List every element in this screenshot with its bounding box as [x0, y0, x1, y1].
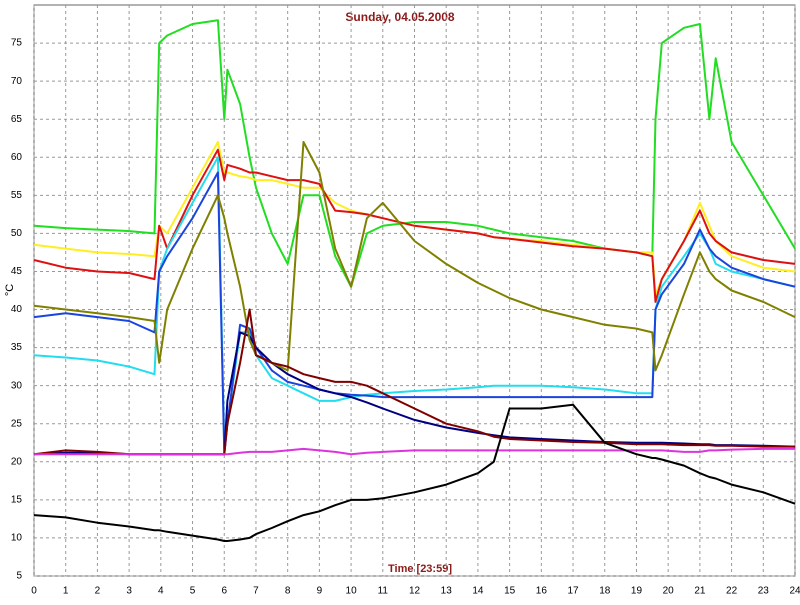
x-tick-label: 21 [694, 586, 706, 597]
y-axis-label: °C [4, 284, 16, 296]
y-tick-label: 55 [11, 190, 23, 201]
x-tick-label: 0 [31, 586, 37, 597]
data-line [33, 141, 796, 372]
x-tick-label: 15 [504, 586, 516, 597]
y-tick-label: 50 [11, 228, 23, 239]
x-tick-label: 14 [472, 586, 484, 597]
chart-title: Sunday, 04.05.2008 [345, 10, 455, 24]
y-tick-label: 65 [11, 114, 23, 125]
x-tick-label: 1 [63, 586, 69, 597]
x-tick-label: 10 [346, 586, 358, 597]
data-line [33, 19, 796, 288]
x-tick-label: 22 [726, 586, 738, 597]
y-tick-label: 30 [11, 380, 23, 391]
y-tick-label: 35 [11, 342, 23, 353]
y-tick-label: 15 [11, 495, 23, 506]
x-tick-label: 3 [126, 586, 132, 597]
y-tick-label: 40 [11, 304, 23, 315]
y-tick-label: 75 [11, 38, 23, 49]
x-tick-label: 8 [285, 586, 291, 597]
x-tick-label: 12 [409, 586, 421, 597]
x-tick-label: 4 [158, 586, 164, 597]
x-tick-label: 13 [441, 586, 453, 597]
x-tick-label: 6 [221, 586, 227, 597]
x-tick-label: 7 [253, 586, 259, 597]
data-line [34, 447, 795, 456]
y-tick-label: 5 [16, 571, 22, 582]
data-line [33, 403, 796, 542]
y-tick-label: 45 [11, 266, 23, 277]
x-tick-label: 24 [789, 586, 800, 597]
y-tick-label: 60 [11, 152, 23, 163]
x-tick-label: 2 [95, 586, 101, 597]
x-tick-label: 17 [567, 586, 579, 597]
x-tick-label: 20 [663, 586, 675, 597]
y-tick-label: 10 [11, 533, 23, 544]
y-tick-label: 20 [11, 456, 23, 467]
data-line [33, 148, 796, 303]
x-tick-label: 23 [758, 586, 770, 597]
x-axis-label: Time [23:59] [388, 563, 452, 575]
x-tick-label: 9 [317, 586, 323, 597]
x-tick-label: 5 [190, 586, 196, 597]
y-tick-label: 70 [11, 76, 23, 87]
x-tick-label: 16 [536, 586, 548, 597]
x-tick-label: 11 [378, 586, 389, 597]
x-tick-label: 19 [631, 586, 643, 597]
data-line [33, 171, 796, 456]
x-tick-label: 18 [599, 586, 611, 597]
y-tick-label: 25 [11, 418, 23, 429]
